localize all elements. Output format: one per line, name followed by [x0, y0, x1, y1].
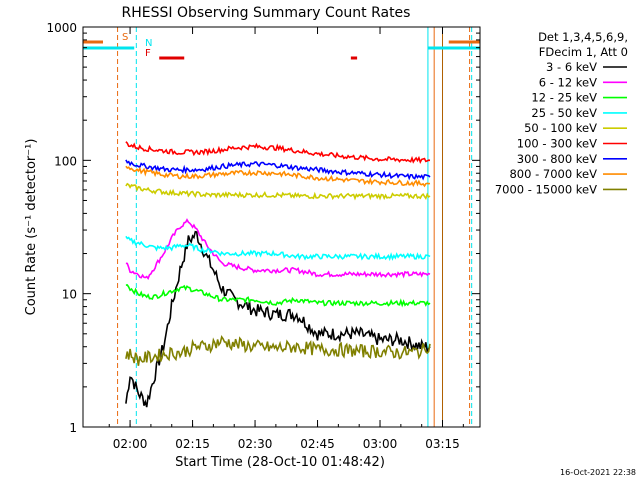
legend-header-line-1: Det 1,3,4,5,6,9, [538, 30, 628, 44]
series-line-5 [126, 184, 430, 199]
legend-label-7: 300 - 800 keV [517, 152, 597, 166]
x-axis: 02:00 02:15 02:30 02:45 03:00 03:15 [109, 27, 463, 451]
legend-header-line-2: FDecim 1, Att 0 [539, 45, 628, 59]
x-tick-label: 02:30 [238, 437, 273, 451]
legend-label-9: 7000 - 15000 keV [495, 182, 597, 196]
legend-label-6: 100 - 300 keV [517, 137, 597, 151]
legend-label-5: 50 - 100 keV [524, 121, 597, 135]
flag-s-label: S [122, 32, 128, 43]
y-tick-label: 10 [62, 288, 77, 302]
y-tick-label: 1 [69, 421, 77, 435]
legend-label-2: 6 - 12 keV [539, 75, 597, 89]
x-tick-label: 03:00 [363, 437, 398, 451]
plot-frame [83, 27, 480, 427]
y-tick-label: 1000 [46, 21, 77, 35]
plot-area: SNF [83, 27, 480, 427]
legend-label-4: 25 - 50 keV [531, 106, 597, 120]
x-axis-label: Start Time (28-Oct-10 01:48:42) [175, 455, 385, 470]
y-tick-label: 100 [54, 154, 77, 168]
series-line-7 [126, 160, 430, 179]
series-line-4 [126, 236, 430, 259]
timestamp: 16-Oct-2021 22:38 [560, 468, 636, 477]
legend: Det 1,3,4,5,6,9, FDecim 1, Att 0 3 - 6 k… [495, 30, 628, 196]
flag-f-label: F [145, 48, 151, 59]
x-tick-label: 02:45 [300, 437, 335, 451]
legend-label-8: 800 - 7000 keV [509, 167, 597, 181]
legend-label-1: 3 - 6 keV [546, 60, 597, 74]
x-tick-label: 02:15 [175, 437, 210, 451]
x-tick-label: 02:00 [113, 437, 148, 451]
legend-label-3: 12 - 25 keV [531, 91, 597, 105]
y-axis-label: Count Rate (s⁻¹ detector⁻¹) [24, 139, 39, 316]
chart-title: RHESSI Observing Summary Count Rates [122, 5, 411, 21]
series-line-9 [126, 337, 430, 366]
series-line-6 [126, 142, 430, 162]
x-tick-label: 03:15 [425, 437, 460, 451]
y-axis: 1 10 100 1000 [46, 21, 480, 435]
